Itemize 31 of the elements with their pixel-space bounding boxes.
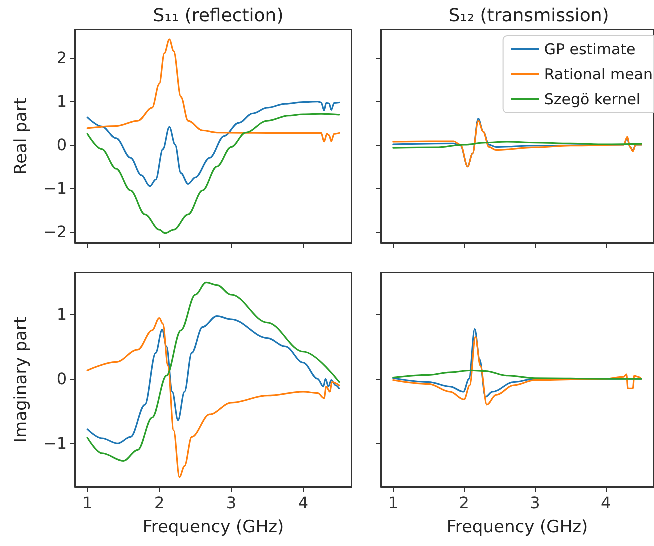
y-tick-label: 1 (56, 92, 67, 111)
x-tick-label: 4 (298, 494, 309, 512)
x-axis-title: Frequency (GHz) (142, 518, 284, 538)
x-tick-label: 1 (388, 494, 399, 512)
line-series (86, 113, 340, 234)
y-tick-label: −2 (43, 222, 67, 242)
y-tick-label: 2 (56, 48, 67, 68)
chart-title: S₁₂ (transmission) (448, 6, 610, 26)
x-tick-label: 3 (530, 494, 540, 512)
legend-label: Rational mean (544, 66, 654, 84)
chart-title: S₁₁ (reflection) (153, 6, 284, 26)
legend-label: Szegö kernel (544, 90, 641, 108)
y-tick-label: 0 (56, 370, 67, 389)
y-tick-label: −1 (43, 179, 67, 198)
x-axis-title: Frequency (GHz) (446, 518, 588, 538)
y-axis-title: Real part (12, 98, 32, 175)
line-series (86, 101, 340, 188)
y-tick-label: −1 (43, 434, 67, 454)
x-tick-label: 2 (459, 494, 470, 512)
y-tick-label: 0 (56, 135, 67, 154)
line-series (86, 317, 340, 478)
y-axis-title: Imaginary part (12, 316, 32, 444)
y-tick-label: 1 (56, 304, 67, 324)
line-series (86, 38, 340, 143)
line-series (86, 282, 340, 462)
legend-label: GP estimate (544, 40, 636, 58)
line-series (86, 316, 340, 444)
x-tick-label: 4 (601, 494, 612, 512)
x-tick-label: 3 (226, 494, 237, 512)
x-tick-label: 1 (82, 494, 93, 512)
x-tick-label: 2 (154, 494, 165, 512)
